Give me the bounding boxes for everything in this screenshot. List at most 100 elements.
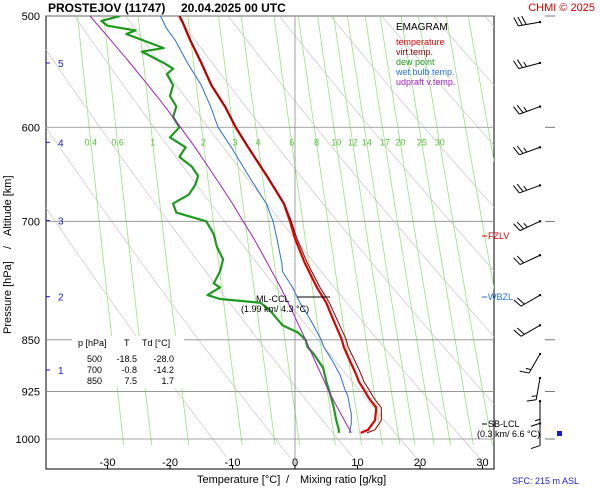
mixing-ratio-label: 4 bbox=[255, 137, 260, 147]
wind-barb-staff bbox=[519, 146, 541, 156]
mixing-ratio-label: 1 bbox=[150, 137, 155, 147]
y-axis-label-altitude: Altitude [km] bbox=[2, 175, 14, 236]
sfc-label: SFC: 215 m ASL bbox=[512, 476, 579, 486]
wind-barb-flag bbox=[513, 60, 520, 69]
surface-wind-marker bbox=[557, 431, 562, 436]
sb-lcl-label: SB-LCL bbox=[488, 419, 520, 429]
wind-barb-flag bbox=[513, 106, 520, 115]
wind-barb-base bbox=[538, 146, 542, 149]
dry-adiabat-line bbox=[46, 126, 290, 458]
dry-adiabat-line bbox=[381, 16, 494, 146]
wind-barb-half bbox=[523, 147, 528, 153]
wind-barb-base bbox=[538, 400, 542, 403]
mixing-ratio-label: 20 bbox=[395, 137, 405, 147]
table-cell: 850 bbox=[87, 376, 102, 386]
wind-barb-flag bbox=[530, 422, 541, 427]
mixing-ratio-label: 6 bbox=[289, 137, 294, 147]
wind-barb bbox=[513, 59, 542, 70]
altitude-tick-label: 4 bbox=[58, 138, 64, 149]
mixing-ratio-label: 14 bbox=[362, 137, 372, 147]
wind-barb bbox=[513, 293, 542, 307]
legend-dew-point: dew point bbox=[396, 57, 435, 67]
mixing-ratio-label: 2 bbox=[201, 137, 206, 147]
dry-adiabat-line bbox=[46, 207, 227, 458]
wind-barb-flag bbox=[526, 399, 537, 402]
wind-barb-flag bbox=[516, 221, 525, 230]
wind-barb-flag bbox=[513, 17, 519, 27]
wind-barb-half bbox=[523, 185, 528, 191]
mixing-ratio-label: 0.6 bbox=[111, 137, 124, 147]
table-header-td: Td [°C] bbox=[142, 338, 170, 348]
x-axis-separator: / bbox=[286, 474, 290, 486]
pressure-grid bbox=[46, 15, 494, 469]
wind-barb-staff bbox=[528, 353, 541, 374]
temperature-tick-label: -20 bbox=[162, 457, 178, 469]
wind-barb-flag bbox=[519, 370, 530, 374]
dry-adiabat-line bbox=[227, 16, 494, 337]
datetime-title: 20.04.2025 00 UTC bbox=[181, 1, 286, 15]
wind-barb-flag bbox=[513, 299, 522, 307]
wind-barb-half bbox=[523, 223, 528, 228]
altitude-tick-label: 3 bbox=[58, 216, 64, 227]
levels-table: p [hPa] T Td [°C] 500 -18.5 -28.0 700 -0… bbox=[72, 336, 184, 388]
y-axis-label: Pressure [hPa] bbox=[2, 261, 14, 334]
dry-adiabats bbox=[46, 0, 600, 458]
pressure-tick-label: 700 bbox=[22, 216, 40, 228]
series-udpraft-v-temp-line bbox=[89, 16, 352, 434]
wind-barb-flag bbox=[513, 147, 520, 156]
altitude-tick-label: 1 bbox=[58, 366, 64, 377]
legend-title: EMAGRAM bbox=[396, 22, 448, 33]
legend-temperature: temperature bbox=[396, 37, 445, 47]
altitude-tick-label: 2 bbox=[58, 293, 64, 304]
wind-barb-base bbox=[538, 184, 542, 187]
series-dew-point-line bbox=[100, 16, 340, 433]
annotations: ML-CCL (1.99 km/ 4.3 °C) FZLV WBZL SB-LC… bbox=[241, 231, 540, 439]
mixing-ratio-label: 12 bbox=[348, 137, 358, 147]
dry-adiabat-line bbox=[564, 0, 600, 457]
table-cell: 700 bbox=[87, 365, 102, 375]
table-cell: -18.5 bbox=[116, 354, 137, 364]
wind-barb-flag bbox=[516, 104, 524, 114]
dry-adiabat-line bbox=[176, 16, 494, 405]
wbzl-label: WBZL bbox=[488, 292, 513, 302]
mixing-ratio-label: 8 bbox=[314, 137, 319, 147]
mixing-ratio-label: 3 bbox=[232, 137, 237, 147]
table-cell: -0.8 bbox=[121, 365, 137, 375]
wind-barb-half bbox=[523, 106, 528, 112]
plot-frame bbox=[45, 15, 495, 470]
temperature-tick-label: -30 bbox=[100, 457, 116, 469]
dry-adiabat-line bbox=[125, 16, 479, 458]
table-cell: -14.2 bbox=[153, 365, 174, 375]
pressure-tick-label: 600 bbox=[22, 122, 40, 134]
wind-barb-flag bbox=[516, 145, 524, 154]
table-cell: -28.0 bbox=[153, 354, 174, 364]
temperature-tick-label: 30 bbox=[476, 457, 488, 469]
wind-barb-base bbox=[538, 422, 542, 425]
pressure-tick-label: 1000 bbox=[16, 434, 40, 446]
mixing-ratio-label: 0.4 bbox=[85, 137, 98, 147]
wind-barb-base bbox=[538, 61, 542, 65]
table-header-t: T bbox=[124, 338, 130, 348]
wind-barb bbox=[513, 220, 542, 232]
dry-adiabat-line bbox=[330, 16, 494, 208]
wind-barb-flag bbox=[517, 16, 523, 26]
altitude-tick-label: 5 bbox=[58, 59, 64, 70]
y-axis-separator: / bbox=[2, 245, 14, 249]
mixing-ratio-label: 17 bbox=[380, 137, 390, 147]
wind-barb bbox=[513, 145, 542, 156]
sounding-series bbox=[89, 16, 382, 434]
pressure-tick-label: 850 bbox=[22, 335, 40, 347]
wind-barb-staff bbox=[520, 294, 541, 307]
pressure-tick-label: 500 bbox=[22, 11, 40, 23]
dry-adiabat-line bbox=[73, 16, 416, 458]
wind-barb-flag bbox=[516, 255, 525, 264]
wind-barb-base bbox=[538, 220, 542, 223]
wind-barb bbox=[513, 15, 542, 27]
wind-barb-staff bbox=[519, 184, 541, 194]
ml-ccl-detail: (1.99 km/ 4.3 °C) bbox=[241, 304, 309, 314]
temperature-tick-label: 20 bbox=[414, 457, 426, 469]
legend: EMAGRAM temperature virt.temp. dew point… bbox=[395, 22, 455, 87]
table-header-p: p [hPa] bbox=[78, 338, 107, 348]
wind-barb bbox=[530, 400, 542, 427]
table-cell: 500 bbox=[87, 354, 102, 364]
